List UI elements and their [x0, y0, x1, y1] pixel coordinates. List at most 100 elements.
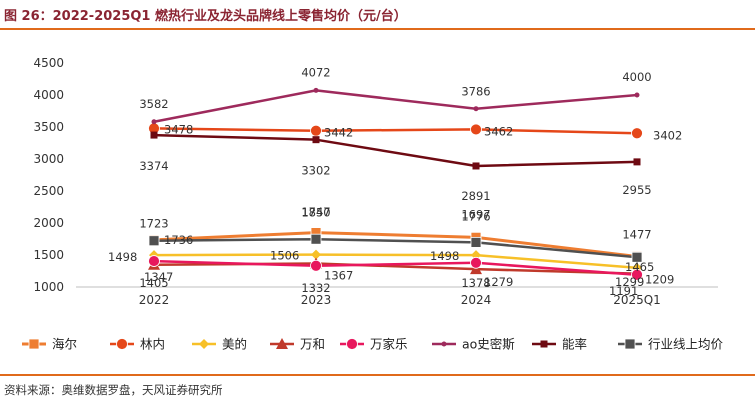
data-point — [631, 127, 643, 140]
data-label: 1723 — [139, 217, 168, 231]
series-line — [153, 253, 638, 270]
x-tick-label: 2022 — [139, 293, 170, 307]
data-point — [312, 136, 320, 144]
data-label: 3302 — [301, 164, 330, 178]
series-7 — [150, 131, 641, 170]
y-tick-label: 4500 — [33, 56, 64, 70]
data-label: 1850 — [301, 206, 330, 220]
source-divider — [0, 374, 755, 376]
data-label: 1332 — [301, 281, 330, 295]
y-tick-label: 2500 — [33, 184, 64, 198]
line-chart: 1000 1500 2000 2500 3000 3500 4000 4500 2022 202… — [22, 56, 724, 352]
legend-swatch-marker — [116, 338, 128, 350]
series-line — [153, 259, 638, 277]
data-label: 1347 — [144, 270, 173, 284]
legend-label: ao史密斯 — [462, 337, 515, 352]
y-axis: 1000 1500 2000 2500 3000 3500 4000 4500 — [33, 56, 64, 294]
series-line — [153, 127, 638, 135]
data-label: 1776 — [461, 209, 490, 223]
data-point — [633, 158, 641, 166]
data-point — [148, 235, 160, 247]
series-1 — [148, 227, 643, 262]
data-labels: 1736 1850 1776 1477 3478 3442 3462 3402 1498 1506… — [108, 65, 682, 297]
data-label: 3402 — [653, 128, 682, 142]
data-label: 3786 — [461, 85, 490, 99]
series-4 — [148, 257, 643, 279]
data-label: 1506 — [270, 249, 299, 263]
legend-swatch-marker — [276, 338, 288, 349]
data-point — [310, 124, 322, 137]
legend-item: 海尔 — [22, 337, 77, 352]
legend-label: 行业线上均价 — [648, 337, 724, 352]
data-point — [631, 251, 643, 263]
data-label: 1299 — [615, 275, 644, 289]
legend-swatch-marker — [540, 340, 548, 348]
series-line — [153, 133, 638, 168]
data-label: 3374 — [139, 159, 168, 173]
data-label: 3582 — [139, 97, 168, 111]
legend-label: 美的 — [222, 337, 247, 352]
x-tick-label: 2023 — [301, 293, 332, 307]
title-divider — [0, 28, 755, 30]
data-label: 1747 — [301, 205, 330, 219]
series-line — [153, 89, 638, 123]
data-point — [470, 123, 482, 136]
series-layer — [148, 87, 643, 281]
legend-label: 万和 — [300, 337, 325, 352]
data-label: 4000 — [622, 70, 651, 84]
legend-swatch-marker — [199, 339, 209, 349]
data-label: 1209 — [645, 273, 674, 287]
x-tick-label: 2024 — [461, 293, 492, 307]
data-label: 1697 — [461, 207, 490, 221]
legend-label: 能率 — [562, 337, 587, 352]
data-label: 3462 — [484, 124, 513, 138]
legend-swatch-marker — [441, 341, 447, 347]
data-label: 1477 — [622, 227, 651, 241]
series-line — [153, 237, 638, 259]
legend-label: 海尔 — [52, 337, 77, 352]
data-point — [631, 268, 643, 281]
data-point — [310, 233, 322, 245]
data-label: 1378 — [461, 276, 490, 290]
figure-title: 图 26：2022-2025Q1 燃热行业及龙头品牌线上零售均价（元/台） — [4, 9, 407, 24]
data-point — [151, 119, 157, 125]
data-label: 4072 — [301, 65, 330, 79]
legend-swatch-marker — [346, 338, 358, 350]
data-label: 1405 — [139, 276, 168, 290]
y-tick-label: 2000 — [33, 216, 64, 230]
data-point — [472, 162, 480, 170]
data-point — [310, 259, 322, 272]
data-point — [470, 236, 482, 248]
legend-label: 林内 — [140, 337, 165, 352]
source-note: 资料来源：奥维数据罗盘，天风证券研究所 — [4, 383, 223, 397]
data-point — [150, 131, 158, 139]
legend-item: 林内 — [110, 337, 165, 352]
data-label: 2891 — [461, 189, 490, 203]
legend-item: 能率 — [532, 337, 587, 352]
series-2 — [148, 122, 643, 140]
data-label: 3442 — [324, 126, 353, 140]
data-label: 1736 — [164, 233, 193, 247]
series-8 — [148, 233, 643, 263]
y-tick-label: 3500 — [33, 120, 64, 134]
y-tick-label: 1500 — [33, 248, 64, 262]
data-point — [148, 255, 160, 267]
data-label: 1465 — [625, 260, 654, 274]
data-label: 2955 — [622, 183, 651, 197]
series-line — [153, 231, 638, 258]
x-tick-label: 2025Q1 — [613, 293, 661, 307]
data-point — [313, 87, 319, 93]
legend-item: 美的 — [192, 337, 247, 352]
y-tick-label: 1000 — [33, 280, 64, 294]
legend: 海尔 林内 美的 万和 万家乐 ao史密斯 能率 行业线上均价 — [22, 337, 724, 352]
legend-item: 万和 — [270, 337, 325, 352]
legend-label: 万家乐 — [370, 337, 408, 352]
legend-item: 万家乐 — [340, 337, 408, 352]
data-point — [473, 106, 479, 112]
data-label: 1279 — [484, 275, 513, 289]
y-tick-label: 3000 — [33, 152, 64, 166]
y-tick-label: 4000 — [33, 88, 64, 102]
data-point — [311, 249, 321, 260]
data-label: 3478 — [164, 122, 193, 136]
legend-item: ao史密斯 — [432, 337, 515, 352]
